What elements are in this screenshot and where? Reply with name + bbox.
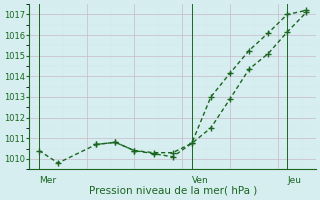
X-axis label: Pression niveau de la mer( hPa ): Pression niveau de la mer( hPa ) [89,186,257,196]
Text: Ven: Ven [192,176,209,185]
Text: Jeu: Jeu [287,176,301,185]
Text: Mer: Mer [39,176,56,185]
